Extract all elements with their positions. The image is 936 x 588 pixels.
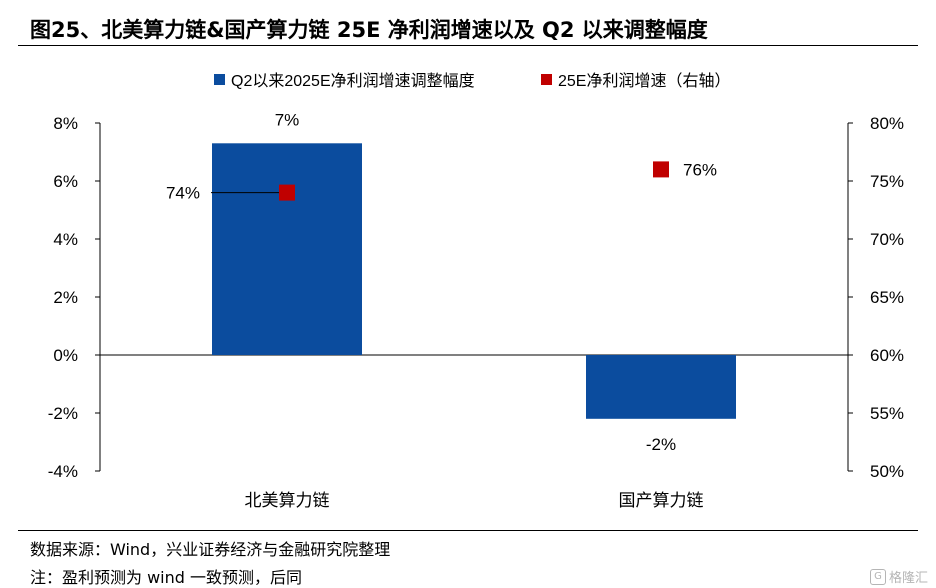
legend-label-marker: 25E净利润增速（右轴） [558, 72, 730, 90]
legend-swatch-bar [214, 74, 225, 85]
left-axis-tick-label: 2% [53, 288, 78, 307]
left-axis-tick-label: 6% [53, 172, 78, 191]
left-axis-tick-label: 8% [53, 114, 78, 133]
category-label: 北美算力链 [245, 491, 330, 510]
left-axis-tick-label: -2% [48, 404, 78, 423]
legend-label-bar: Q2以来2025E净利润增速调整幅度 [231, 72, 475, 90]
left-axis-tick-label: 4% [53, 230, 78, 249]
right-axis-tick-label: 50% [870, 462, 904, 481]
marker-value-label: 74% [166, 184, 200, 203]
marker-value-label: 76% [683, 160, 717, 179]
axes: 8% 6% 4% 2% 0% -2% -4% 80% 75% 70% 65% 60% 55% 50% 北美算… [48, 114, 904, 510]
bar [586, 355, 736, 419]
chart: Q2以来2025E净利润增速调整幅度 25E净利润增速（右轴） 8% 6% 4% 2% 0… [48, 72, 904, 510]
right-axis-tick-label: 80% [870, 114, 904, 133]
right-axis-tick-label: 75% [870, 172, 904, 191]
left-axis-tick-label: -4% [48, 462, 78, 481]
title-divider [18, 45, 918, 46]
bar [212, 143, 362, 355]
figure-title: 图25、北美算力链&国产算力链 25E 净利润增速以及 Q2 以来调整幅度 [30, 18, 708, 42]
marker-point [653, 161, 669, 178]
right-axis-tick-label: 60% [870, 346, 904, 365]
source-note: 数据来源：Wind，兴业证券经济与金融研究院整理 [30, 540, 391, 559]
forecast-note: 注：盈利预测为 wind 一致预测，后同 [30, 568, 303, 587]
marker-point [279, 184, 295, 201]
right-axis-tick-label: 55% [870, 404, 904, 423]
right-axis-tick-label: 70% [870, 230, 904, 249]
bar-value-label: -2% [646, 435, 676, 454]
chart-marks: 7% -2% 74% 76% [166, 110, 736, 454]
legend: Q2以来2025E净利润增速调整幅度 25E净利润增速（右轴） [214, 72, 730, 90]
watermark-logo-icon: G [869, 568, 886, 585]
footer-divider [18, 530, 918, 531]
bar-value-label: 7% [275, 110, 300, 129]
right-axis-tick-label: 65% [870, 288, 904, 307]
watermark-text: 格隆汇 [888, 571, 928, 586]
left-axis-tick-label: 0% [53, 346, 78, 365]
legend-swatch-marker [541, 74, 552, 85]
watermark: G 格隆汇 [869, 567, 928, 586]
category-label: 国产算力链 [619, 491, 704, 510]
